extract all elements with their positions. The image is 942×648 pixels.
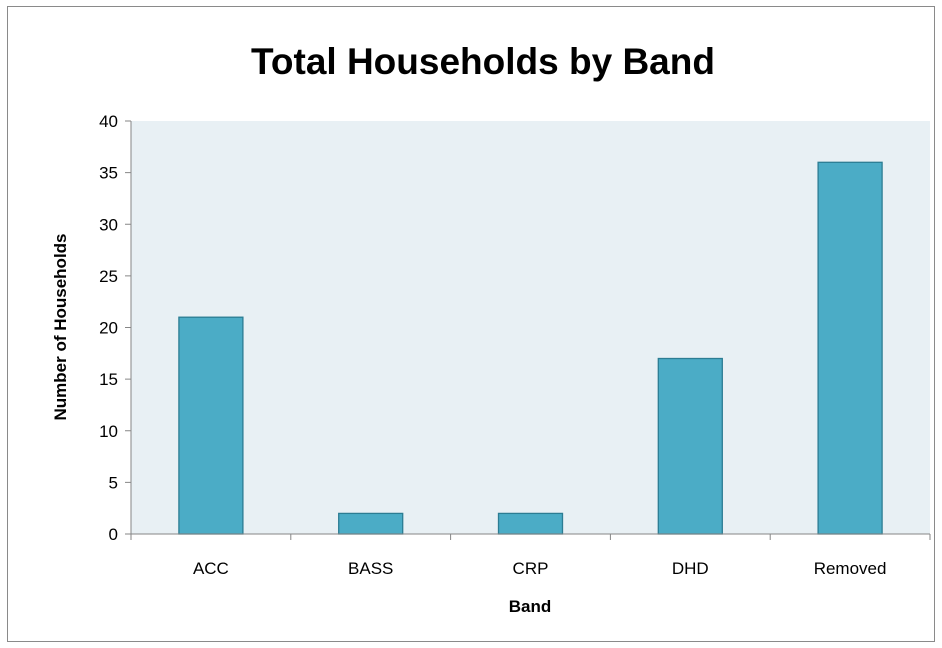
- y-axis-title: Number of Households: [51, 233, 70, 420]
- y-ticks-group: 0 5 10 15 20 25 30 35 40: [99, 112, 131, 544]
- bar-acc: [178, 316, 244, 535]
- x-tick-label: ACC: [193, 559, 229, 578]
- y-tick-label: 30: [99, 215, 118, 234]
- y-tick-label: 10: [99, 422, 118, 441]
- x-tick-label: DHD: [672, 559, 709, 578]
- bar-crp: [497, 512, 564, 535]
- y-tick-label: 35: [99, 164, 118, 183]
- bar-removed: [817, 161, 883, 535]
- y-tick-label: 15: [99, 370, 118, 389]
- bar-bass: [338, 512, 404, 535]
- y-tick-label: 25: [99, 267, 118, 286]
- y-tick-label: 0: [109, 525, 118, 544]
- x-tick-label: CRP: [513, 559, 549, 578]
- y-tick-label: 5: [109, 473, 118, 492]
- x-tick-label: Removed: [814, 559, 887, 578]
- x-tick-label: BASS: [348, 559, 393, 578]
- x-ticks-group: ACC BASS CRP DHD Removed: [130, 534, 931, 578]
- plot-area: [131, 121, 930, 534]
- bars-group: [178, 161, 883, 535]
- chart-title: Total Households by Band: [251, 41, 715, 82]
- bar-dhd: [657, 357, 723, 535]
- x-axis-title: Band: [509, 597, 552, 616]
- y-tick-label: 20: [99, 319, 118, 338]
- y-tick-label: 40: [99, 112, 118, 131]
